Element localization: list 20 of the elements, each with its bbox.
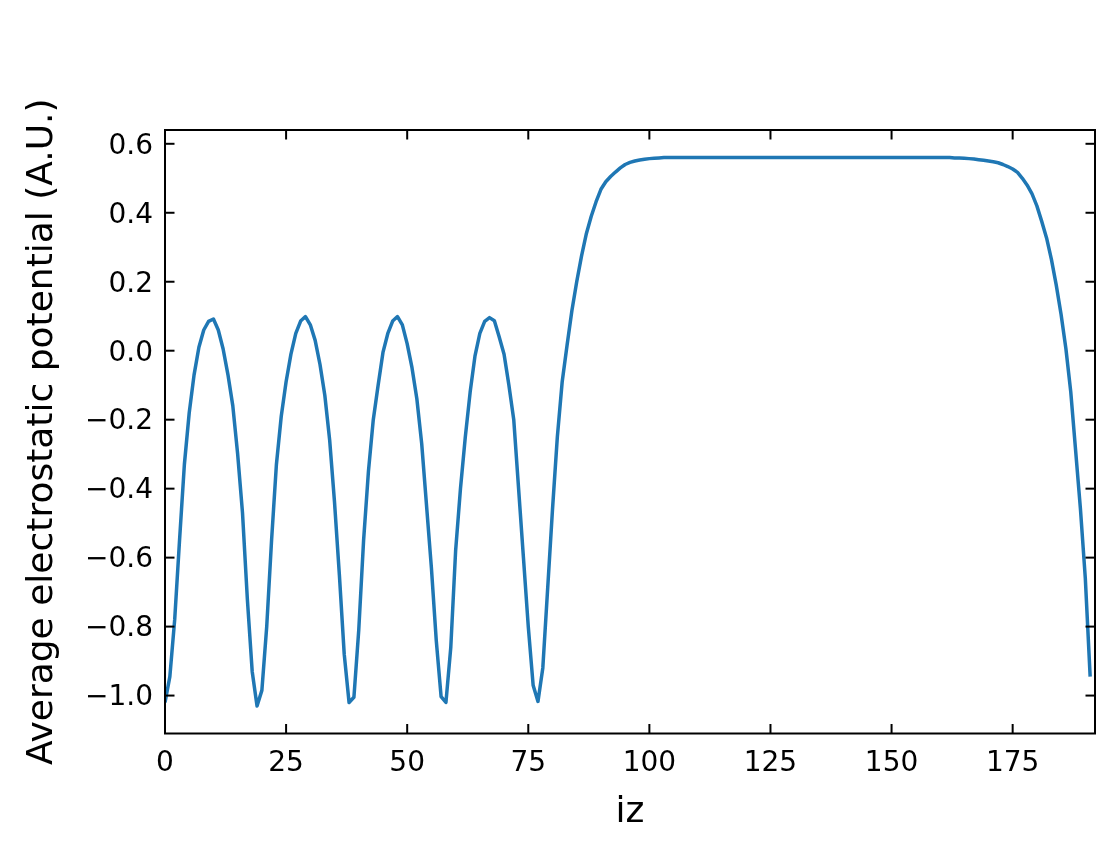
y-tick-label: −0.4 (85, 472, 153, 506)
y-axis-title: Average electrostatic potential (A.U.) (19, 98, 60, 766)
y-tick-label: −0.8 (85, 610, 153, 644)
x-tick-label: 0 (156, 744, 174, 778)
x-tick-label: 50 (389, 744, 426, 778)
x-axis-title: iz (615, 789, 645, 830)
line-series (165, 155, 1092, 708)
y-tick-label: −0.2 (85, 403, 153, 437)
x-tick-label: 150 (864, 744, 919, 778)
x-tick-label: 125 (743, 744, 798, 778)
y-tick-label: 0.6 (108, 127, 153, 161)
y-tick-label: −0.6 (85, 541, 153, 575)
y-tick-label: 0.4 (108, 196, 153, 230)
x-tick-label: 175 (985, 744, 1040, 778)
y-tick-label: 0.2 (108, 265, 153, 299)
y-tick-label: 0.0 (108, 334, 153, 368)
x-tick-label: 75 (510, 744, 547, 778)
y-tick-label: −1.0 (85, 679, 153, 713)
x-tick-label: 25 (268, 744, 304, 778)
x-tick-label: 100 (622, 744, 677, 778)
